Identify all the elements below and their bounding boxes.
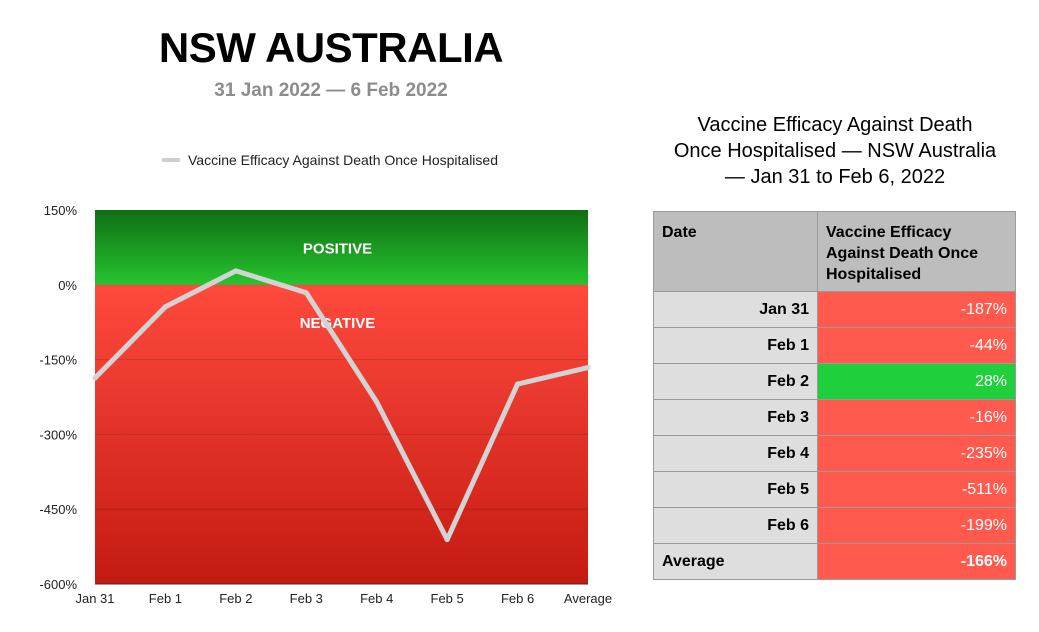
table-average-row: Average -166%	[653, 543, 1016, 580]
x-tick-label: Feb 5	[431, 591, 464, 606]
y-tick-label: -150%	[39, 353, 77, 368]
efficacy-table: Date Vaccine Efficacy Against Death Once…	[653, 211, 1016, 580]
x-tick-label: Feb 6	[501, 591, 534, 606]
series-line	[92, 268, 591, 543]
efficacy-line-chart: POSITIVE NEGATIVE 150% 0% -150% -300% -450% -6…	[39, 203, 612, 606]
table-row: Feb 3 -16%	[653, 399, 1016, 436]
row-value: -511%	[817, 471, 1016, 508]
positive-band-label: POSITIVE	[303, 240, 372, 257]
y-tick-label: -600%	[39, 577, 77, 592]
row-value: -187%	[817, 291, 1016, 328]
chart-legend: Vaccine Efficacy Against Death Once Hosp…	[162, 152, 498, 168]
row-value: -16%	[817, 399, 1016, 436]
date-range-subtitle: 31 Jan 2022 — 6 Feb 2022	[214, 80, 448, 101]
negative-band	[95, 284, 588, 584]
x-tick-label: Jan 31	[75, 591, 114, 606]
y-tick-label: -450%	[39, 502, 77, 517]
legend-swatch	[162, 158, 180, 162]
row-value: -199%	[817, 507, 1016, 544]
row-date: Feb 6	[653, 507, 818, 544]
table-row: Feb 6 -199%	[653, 507, 1016, 544]
x-tick-label: Feb 3	[290, 591, 323, 606]
y-tick-label: 0%	[58, 278, 77, 293]
table-row: Feb 5 -511%	[653, 471, 1016, 508]
header-date: Date	[653, 211, 818, 292]
row-date: Feb 4	[653, 435, 818, 472]
row-value: -44%	[817, 327, 1016, 364]
page-title: NSW AUSTRALIA	[158, 24, 504, 71]
table-header-row: Date Vaccine Efficacy Against Death Once…	[653, 211, 1016, 292]
row-date: Feb 2	[653, 363, 818, 400]
table-row: Feb 4 -235%	[653, 435, 1016, 472]
legend-label: Vaccine Efficacy Against Death Once Hosp…	[188, 152, 498, 168]
table-title: Vaccine Efficacy Against Death Once Hosp…	[640, 112, 1030, 190]
row-date: Feb 3	[653, 399, 818, 436]
data-point	[374, 399, 380, 405]
row-value: -235%	[817, 435, 1016, 472]
average-label: Average	[653, 543, 818, 580]
row-value: 28%	[817, 363, 1016, 400]
x-tick-label: Feb 1	[149, 591, 182, 606]
data-point	[303, 290, 309, 296]
row-date: Feb 1	[653, 327, 818, 364]
table-title-line: Vaccine Efficacy Against Death	[697, 114, 973, 136]
data-point	[92, 375, 98, 381]
data-point	[233, 268, 239, 274]
y-tick-label: 150%	[44, 203, 78, 218]
header-efficacy: Vaccine Efficacy Against Death Once Hosp…	[817, 211, 1016, 292]
row-date: Jan 31	[653, 291, 818, 328]
average-value: -166%	[817, 543, 1016, 580]
data-point	[515, 381, 521, 387]
positive-band	[95, 210, 588, 285]
x-tick-label: Average	[564, 591, 612, 606]
x-tick-label: Feb 4	[360, 591, 393, 606]
data-point	[444, 537, 450, 543]
data-point	[162, 304, 168, 310]
x-tick-label: Feb 2	[219, 591, 252, 606]
negative-band-label: NEGATIVE	[300, 315, 376, 332]
table-title-line: — Jan 31 to Feb 6, 2022	[724, 166, 946, 188]
table-title-line: Once Hospitalised — NSW Australia	[673, 140, 997, 162]
table-row: Feb 2 28%	[653, 363, 1016, 400]
y-tick-label: -300%	[39, 427, 77, 442]
data-point	[585, 365, 591, 371]
row-date: Feb 5	[653, 471, 818, 508]
table-row: Jan 31 -187%	[653, 291, 1016, 328]
table-row: Feb 1 -44%	[653, 327, 1016, 364]
